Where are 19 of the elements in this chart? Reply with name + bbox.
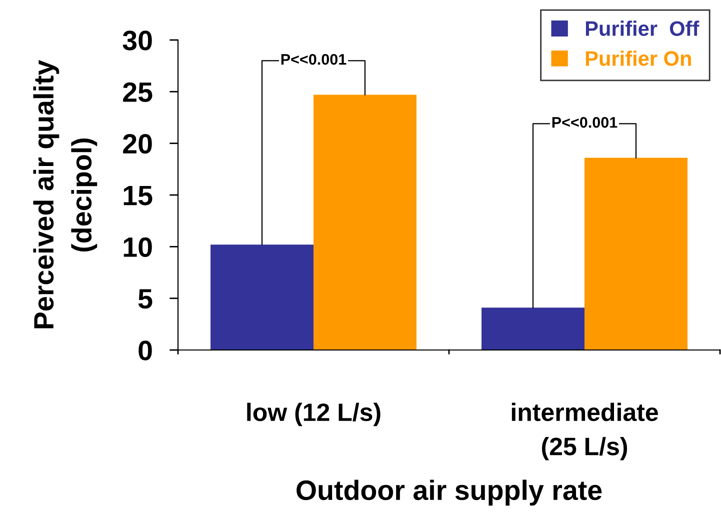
x-tick-label: intermediate (25 L/s): [512, 402, 658, 460]
bar: [482, 308, 584, 350]
annotation: P<<0.001: [281, 54, 346, 65]
y-tick-label: 25: [123, 82, 152, 102]
y-tick-label: 30: [122, 30, 152, 50]
y-tick-label: 10: [124, 237, 152, 258]
y-tick-label: 5: [138, 289, 152, 309]
x-axis-title: Outdoor air supply rate: [296, 480, 602, 506]
y-tick-label: 0: [138, 340, 152, 360]
annotation: P<<0.001: [552, 116, 618, 128]
bar: [314, 94, 416, 350]
x-tick-label: low (12 L/s): [247, 402, 380, 426]
legend-label: Purifier Off: [586, 20, 700, 36]
y-tick-label: 20: [123, 134, 152, 154]
legend-label: Purifier On: [586, 50, 691, 66]
bar: [210, 244, 314, 350]
y-axis-title: Perceived air quality (decipol): [33, 60, 98, 328]
bar: [584, 158, 688, 350]
y-tick-label: 15: [124, 186, 152, 206]
